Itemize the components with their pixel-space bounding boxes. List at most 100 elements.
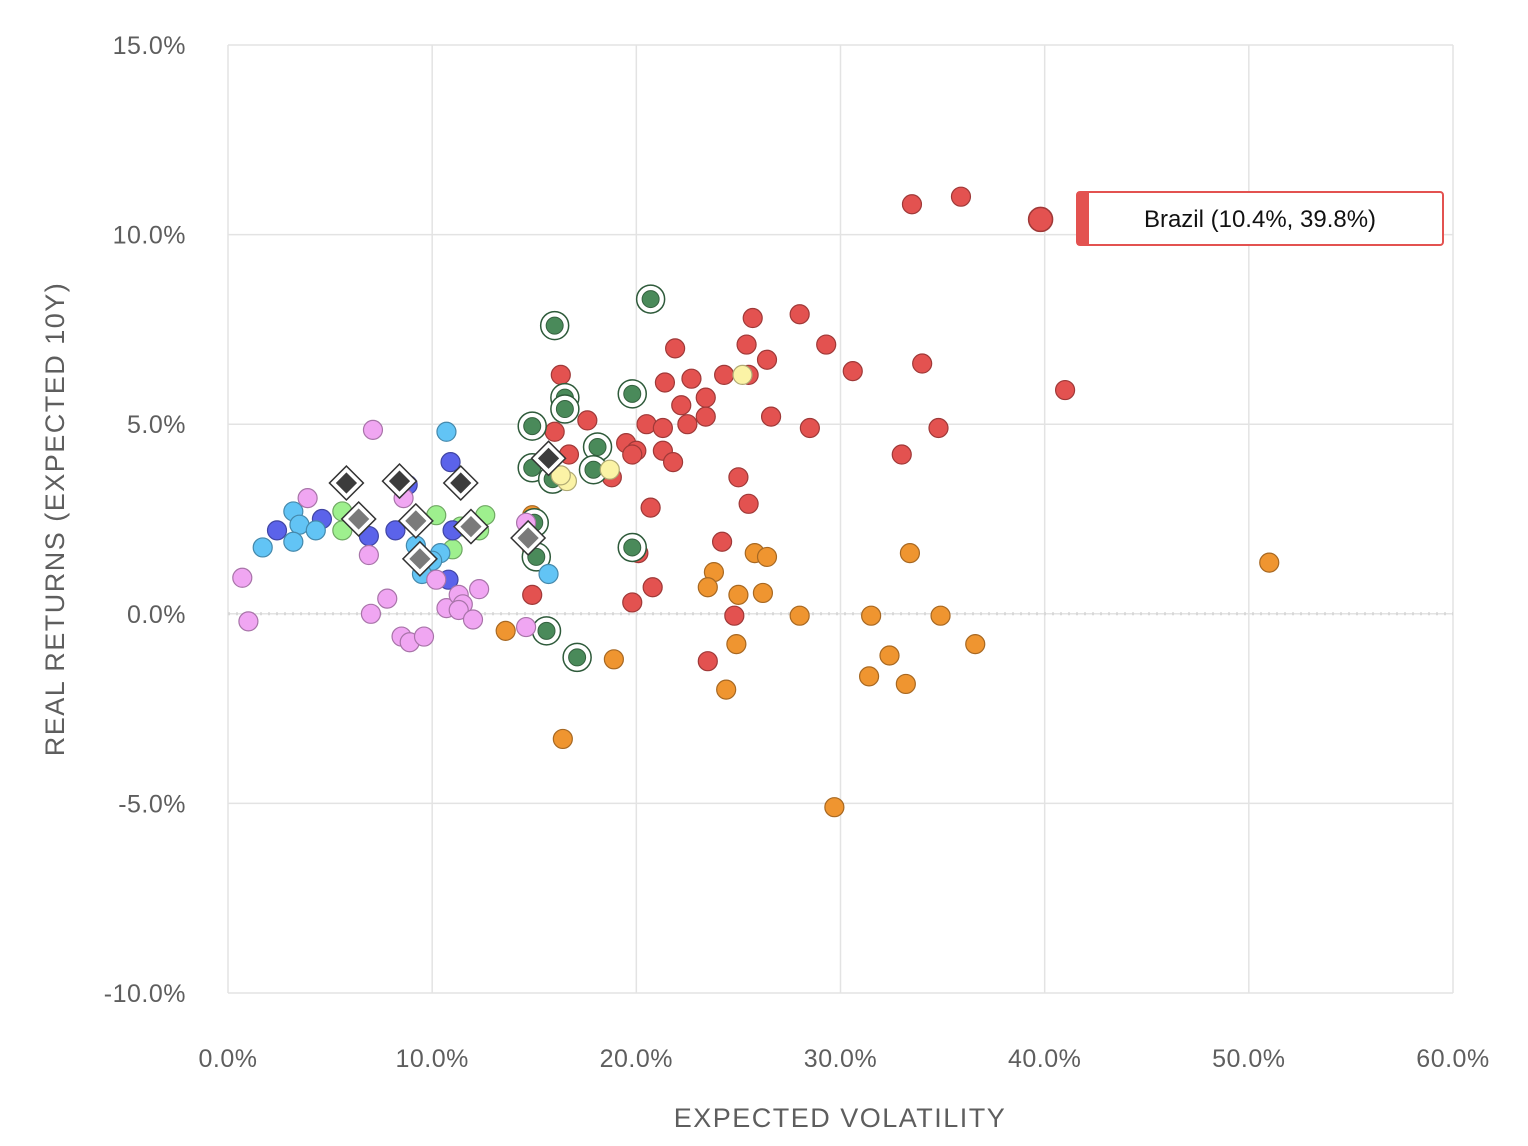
data-point (462, 609, 484, 630)
data-point (623, 538, 642, 557)
data-point (965, 634, 986, 655)
x-tick-label: 0.0% (199, 1045, 258, 1073)
data-point (642, 577, 663, 598)
data-point (544, 421, 565, 442)
data-point (426, 569, 447, 590)
data-point (912, 353, 933, 374)
data-point (515, 616, 537, 638)
data-point (588, 437, 607, 456)
data-point (436, 421, 457, 442)
data-point (895, 673, 916, 695)
data-point (232, 567, 253, 588)
data-point (799, 417, 820, 439)
data-point (816, 334, 837, 355)
data-point-diamond (405, 510, 427, 532)
data-point (736, 334, 757, 355)
y-axis-ticks: -10.0% -5.0% 0.0% 5.0% 10.0% 15.0% (104, 32, 186, 1008)
x-axis-ticks: 0.0% 10.0% 20.0% 30.0% 40.0% 50.0% 60.0% (199, 1045, 1490, 1073)
data-point (266, 520, 288, 541)
data-point (522, 584, 543, 605)
highlight-point[interactable] (1027, 206, 1054, 233)
data-point (440, 452, 461, 473)
data-point (622, 592, 643, 613)
data-point (714, 364, 735, 386)
data-point (603, 649, 624, 670)
data-point (527, 547, 546, 566)
data-point (568, 648, 587, 667)
data-point-diamond (409, 548, 431, 570)
data-point (760, 406, 782, 427)
data-point (622, 444, 643, 465)
data-point (879, 645, 900, 666)
data-point (305, 520, 326, 541)
data-point (665, 338, 686, 359)
data-point (789, 304, 810, 325)
data-point (677, 414, 698, 435)
data-point (891, 444, 912, 465)
x-tick-label: 20.0% (600, 1045, 673, 1073)
data-point (695, 387, 716, 408)
data-point (360, 603, 382, 624)
data-point (695, 406, 716, 427)
data-point (738, 493, 759, 514)
data-point (716, 679, 737, 700)
x-tick-label: 50.0% (1212, 1045, 1285, 1073)
data-point (584, 460, 603, 479)
data-point (448, 599, 469, 621)
y-tick-label: 10.0% (113, 222, 186, 250)
data-point (332, 520, 353, 541)
data-point (385, 520, 406, 541)
y-tick-label: 15.0% (113, 32, 186, 60)
data-point (654, 372, 676, 393)
data-point (901, 194, 923, 215)
x-tick-label: 30.0% (804, 1045, 877, 1073)
y-tick-label: 0.0% (127, 601, 186, 629)
data-point (469, 579, 490, 600)
data-point (252, 537, 273, 558)
data-point (640, 497, 661, 518)
y-tick-label: -10.0% (104, 980, 186, 1008)
data-point (358, 544, 379, 566)
data-point (711, 531, 733, 552)
data-point (377, 588, 398, 609)
data-point (555, 400, 574, 419)
y-tick-label: -5.0% (118, 790, 186, 818)
data-point (297, 488, 318, 509)
tooltip-accent (1077, 192, 1089, 245)
data-point (577, 410, 598, 431)
data-point (697, 577, 718, 598)
highlight-point-marker[interactable] (1027, 206, 1054, 233)
tooltip-label: Brazil (10.4%, 39.8%) (1144, 206, 1376, 233)
x-tick-label: 60.0% (1416, 1045, 1489, 1073)
data-point-diamond (348, 508, 370, 530)
data-point (752, 582, 774, 604)
data-point (1054, 379, 1076, 401)
data-point (550, 364, 571, 386)
x-tick-label: 40.0% (1008, 1045, 1081, 1073)
data-point (523, 417, 542, 436)
data-point (742, 307, 763, 329)
data-point (238, 611, 259, 632)
tooltip: Brazil (10.4%, 39.8%) (1076, 191, 1444, 246)
data-point (1259, 552, 1280, 573)
data-point (726, 634, 747, 655)
data-point (545, 316, 564, 335)
data-point (652, 417, 673, 439)
x-tick-label: 10.0% (395, 1045, 468, 1073)
data-point (537, 621, 556, 640)
data-point (552, 728, 573, 750)
data-point (538, 563, 559, 585)
data-point (732, 364, 753, 386)
y-tick-label: 5.0% (127, 411, 186, 439)
x-axis-label: EXPECTED VOLATILITY (674, 1103, 1007, 1133)
data-point (756, 349, 778, 370)
data-point-diamond (537, 447, 560, 469)
data-point (681, 368, 702, 389)
data-point (283, 531, 304, 552)
data-point (728, 584, 749, 605)
data-point (858, 666, 880, 687)
data-point (413, 626, 435, 647)
data-point (861, 605, 882, 626)
data-point (362, 419, 384, 440)
